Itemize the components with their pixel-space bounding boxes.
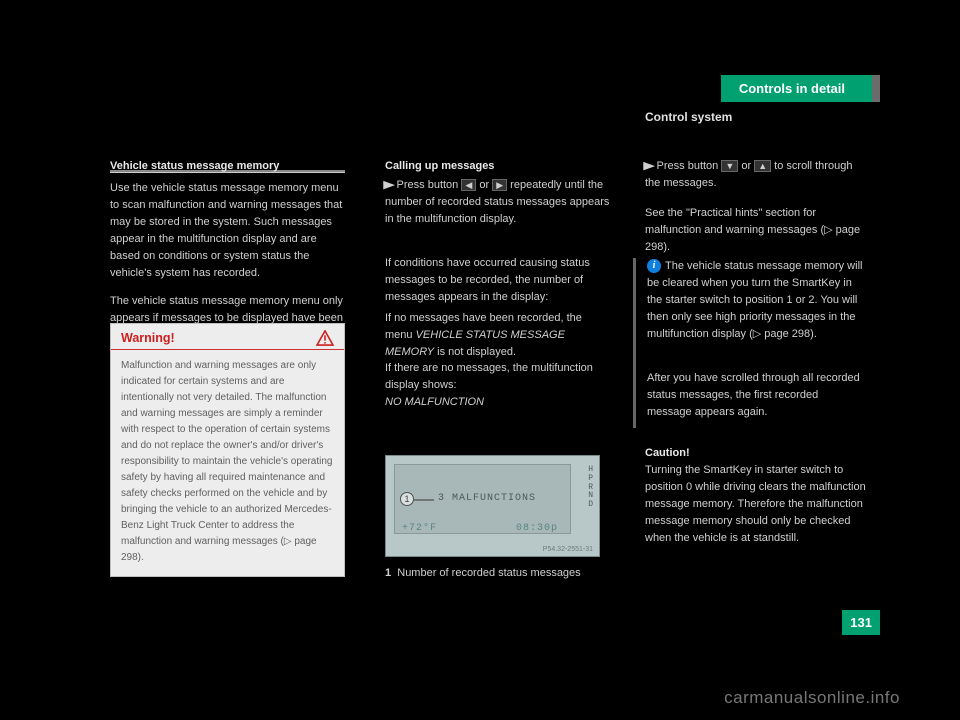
col3-bullet1: ▶ Press button ▼ or ▲ to scroll through …: [645, 158, 870, 192]
bullet-marker-icon: ▶: [643, 158, 655, 175]
button-right-icon: ▶: [492, 179, 507, 191]
header-tab: Controls in detail: [721, 75, 880, 102]
or-text: or: [741, 160, 754, 172]
col2-legend: 1 Number of recorded status messages: [385, 565, 610, 582]
legend-text: Number of recorded status messages: [397, 567, 580, 579]
display-temp: +72°F: [402, 523, 437, 534]
display-malfunction-text: 3 MALFUNCTIONS: [438, 493, 536, 504]
col3-info1: iThe vehicle status message memory will …: [647, 258, 865, 343]
display-gear-indicator: H P R N D: [588, 466, 593, 510]
legend-num: 1: [385, 567, 391, 579]
warning-triangle-icon: [316, 330, 334, 346]
col3-info2: After you have scrolled through all reco…: [647, 370, 865, 421]
warning-title: Warning!: [121, 331, 175, 345]
caution-body: Turning the SmartKey in starter switch t…: [645, 462, 870, 547]
warning-box: Warning! Malfunction and warning message…: [110, 323, 345, 577]
col2-b1-pre: Press button: [397, 179, 462, 191]
col2-no-messages2: If there are no messages, the multifunct…: [385, 360, 610, 411]
info-sidebar-rule: [633, 258, 636, 428]
button-down-icon: ▼: [721, 160, 738, 172]
display-caption: P54.32-2551-31: [543, 546, 593, 553]
col2-heading: Calling up messages: [385, 158, 610, 175]
multifunction-display: 1 3 MALFUNCTIONS +72°F 08:30p H P R N D …: [385, 455, 600, 557]
warning-body: Malfunction and warning messages are onl…: [111, 350, 344, 576]
page-number: 131: [842, 610, 880, 635]
warning-header: Warning!: [111, 324, 344, 350]
page-container: Controls in detail Control system Vehicl…: [50, 40, 910, 680]
callout-line-icon: [414, 499, 434, 501]
watermark: carmanualsonline.info: [724, 688, 900, 708]
bullet-marker-icon: ▶: [383, 177, 395, 194]
caution-label: Caution!: [645, 445, 870, 462]
display-callout-1: 1: [400, 492, 414, 506]
col2-no-messages: If no messages have been recorded, the m…: [385, 310, 610, 361]
col2-p-after: If conditions have occurred causing stat…: [385, 255, 610, 306]
info1-text: The vehicle status message memory will b…: [647, 260, 862, 340]
col2-bullet1: ▶ Press button ◀ or ▶ repeatedly until t…: [385, 177, 610, 228]
display-time: 08:30p: [516, 523, 558, 534]
button-left-icon: ◀: [461, 179, 476, 191]
section-label: Control system: [645, 110, 732, 124]
col3-b1-pre: Press button: [657, 160, 722, 172]
button-up-icon: ▲: [754, 160, 771, 172]
col1-p1: Use the vehicle status message memory me…: [110, 180, 345, 282]
col1-heading: Vehicle status message memory: [110, 158, 279, 175]
or-text: or: [479, 179, 492, 191]
col3-p1: See the "Practical hints" section for ma…: [645, 205, 870, 256]
info-icon: i: [647, 259, 661, 273]
